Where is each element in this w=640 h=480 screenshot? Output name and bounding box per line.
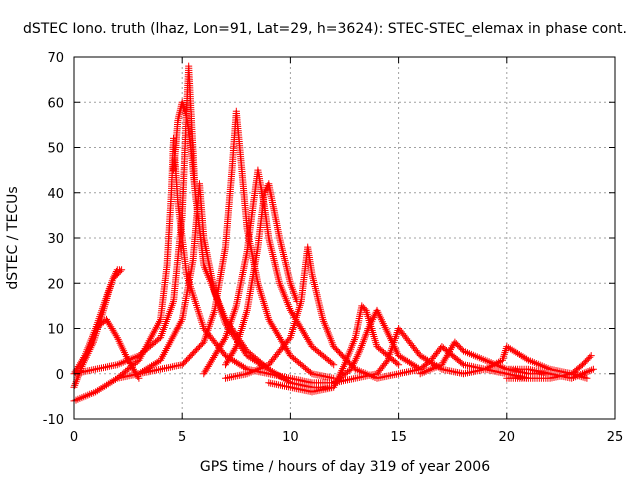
y-tick-label: 0 — [56, 368, 64, 383]
x-axis-title: GPS time / hours of day 319 of year 2006 — [200, 459, 490, 475]
series-layer — [70, 62, 597, 405]
ticks: 0 5 10 15 20 25 -10 0 10 20 30 40 50 60 70 — [43, 51, 624, 445]
x-tick-label: 25 — [607, 430, 624, 445]
y-tick-label: 30 — [47, 232, 64, 247]
y-tick-label: 60 — [47, 96, 64, 111]
x-tick-label: 15 — [390, 430, 407, 445]
y-tick-label: -10 — [43, 413, 64, 428]
x-tick-label: 20 — [499, 430, 516, 445]
y-tick-label: 40 — [47, 187, 64, 202]
y-tick-label: 50 — [47, 142, 64, 157]
x-tick-label: 0 — [70, 430, 78, 445]
chart-title: dSTEC Iono. truth (lhaz, Lon=91, Lat=29,… — [23, 21, 627, 37]
y-tick-label: 20 — [47, 277, 64, 292]
x-tick-label: 10 — [282, 430, 299, 445]
y-tick-label: 10 — [47, 323, 64, 338]
x-tick-label: 5 — [178, 430, 186, 445]
y-axis-title: dSTEC / TECUs — [5, 186, 21, 289]
plus-markers — [70, 62, 597, 405]
y-tick-label: 70 — [47, 51, 64, 66]
